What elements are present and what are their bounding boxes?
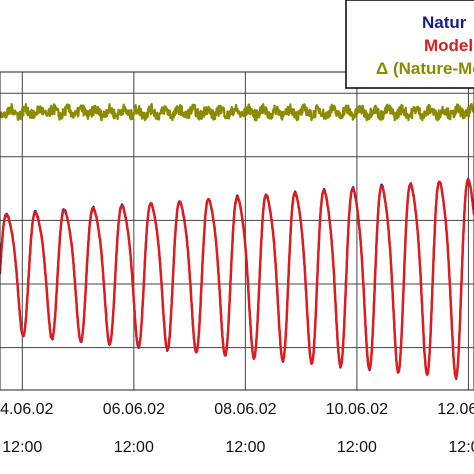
x-tick-date-3: 10.06.02 [326, 401, 388, 418]
legend-entry-model: Model [424, 36, 473, 55]
plot-frame [0, 71, 474, 391]
gridlines [0, 72, 474, 390]
x-tick-labels: 04.06.02 12:00 06.06.02 12:00 08.06.02 12:00 1… [0, 401, 474, 456]
x-tick-time-2: 12:00 [225, 439, 265, 456]
legend-box [345, 0, 474, 89]
legend: Natur Model Δ (Nature-Model) [345, 0, 474, 89]
x-tick-date-2: 08.06.02 [214, 401, 276, 418]
x-tick-time-0: 12:00 [2, 439, 42, 456]
x-tick-date-1: 06.06.02 [103, 401, 165, 418]
x-tick-date-0: 04.06.02 [0, 401, 54, 418]
series-delta-line [0, 102, 474, 122]
x-tick-time-4: 12:00 [448, 439, 474, 456]
x-tick-time-3: 12:00 [337, 439, 377, 456]
x-tick-time-1: 12:00 [114, 439, 154, 456]
x-tick-date-4: 12.06.02 [437, 401, 474, 418]
legend-entry-delta: Δ (Nature-Model) [376, 59, 474, 78]
series-model-line [0, 178, 474, 379]
series-lines [0, 102, 474, 380]
legend-entry-natur: Natur [422, 13, 467, 32]
